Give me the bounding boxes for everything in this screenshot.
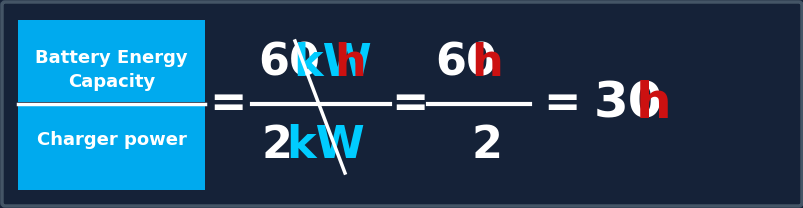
Text: =: = — [209, 83, 247, 125]
Text: h: h — [471, 42, 502, 84]
Text: 30: 30 — [593, 80, 662, 128]
Bar — [18, 106, 205, 190]
Text: 2: 2 — [262, 124, 292, 166]
Text: =: = — [543, 83, 580, 125]
Text: kW: kW — [286, 124, 365, 166]
Text: Battery Energy: Battery Energy — [35, 49, 188, 67]
Text: kW: kW — [292, 42, 371, 84]
FancyBboxPatch shape — [2, 2, 801, 206]
Text: 60: 60 — [258, 42, 320, 84]
Text: h: h — [635, 80, 671, 128]
Bar — [18, 20, 205, 102]
Text: Capacity: Capacity — [67, 73, 155, 91]
Text: h: h — [333, 42, 365, 84]
Text: =: = — [391, 83, 428, 125]
Text: Charger power: Charger power — [36, 131, 186, 149]
Text: 2: 2 — [471, 124, 503, 166]
Text: 60: 60 — [434, 42, 496, 84]
